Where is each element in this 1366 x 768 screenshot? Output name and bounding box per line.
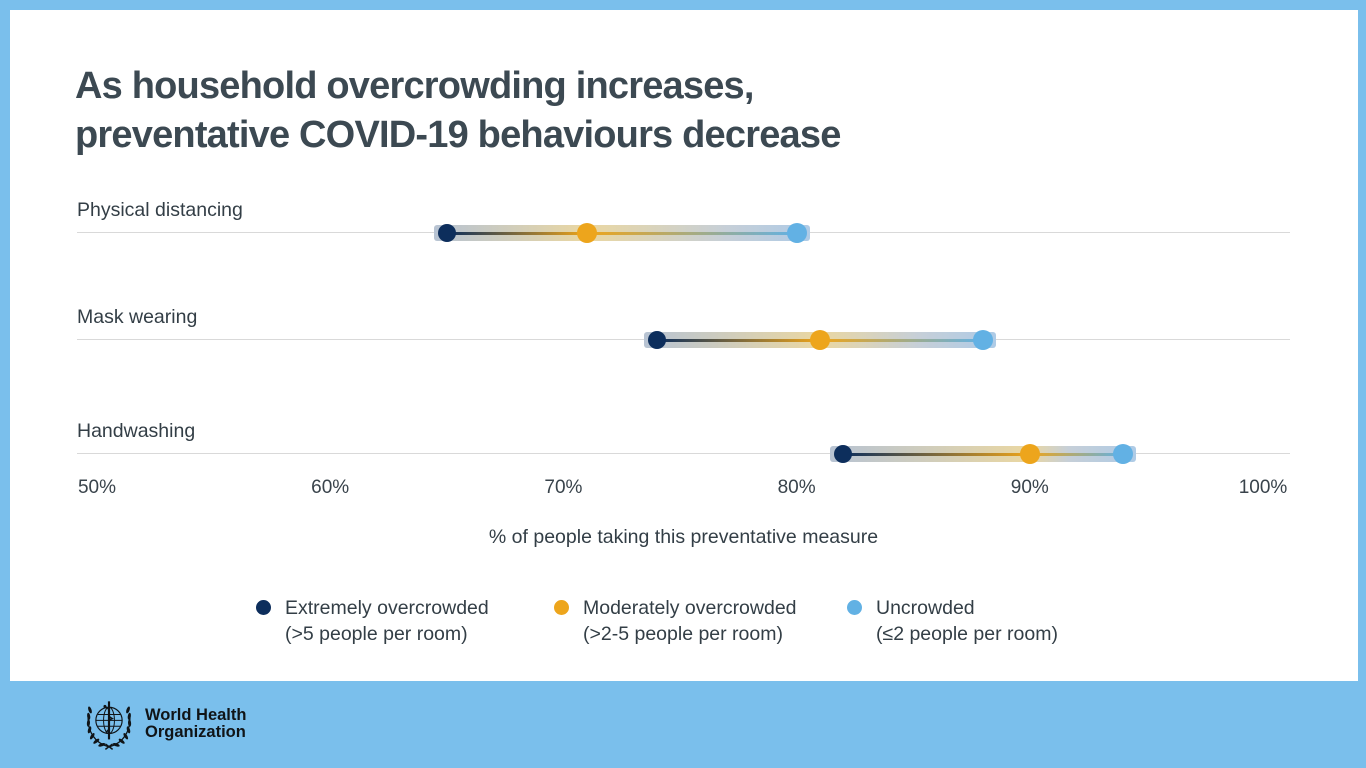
who-wordmark-line1: World Health	[145, 705, 247, 724]
legend-label-line1: Uncrowded	[876, 597, 975, 619]
row-axis-line	[77, 453, 1290, 454]
who-wordmark-line2: Organization	[145, 723, 246, 741]
dot-uncrowded	[786, 223, 807, 243]
x-tick-label: 80%	[777, 477, 816, 498]
chart-title-line2: preventative COVID-19 behaviours decreas…	[75, 114, 841, 156]
x-axis-label: % of people taking this preventative mea…	[488, 526, 879, 548]
legend-item: Moderately overcrowded (>2-5 people per r…	[554, 595, 797, 647]
x-tick-label: 50%	[77, 477, 117, 498]
dot-extremely-overcrowded	[437, 224, 456, 242]
dot-moderately-overcrowded	[1019, 444, 1040, 464]
legend-label-line2: (>5 people per room)	[285, 623, 468, 645]
legend-dot-icon	[847, 600, 862, 615]
who-emblem-icon	[86, 701, 132, 750]
dot-uncrowded	[1113, 444, 1134, 464]
legend-label-line1: Moderately overcrowded	[583, 597, 797, 619]
chart-card: As household overcrowding increases, prev…	[10, 10, 1358, 681]
dot-uncrowded	[973, 330, 994, 350]
legend-dot-icon	[554, 600, 569, 615]
row-label: Physical distancing	[77, 199, 243, 221]
dot-moderately-overcrowded	[809, 330, 830, 350]
x-tick-label: 100%	[1238, 477, 1288, 498]
who-wordmark: World Health Organization	[145, 705, 247, 742]
legend-dot-icon	[256, 600, 271, 615]
legend-label-line1: Extremely overcrowded	[285, 597, 489, 619]
dot-extremely-overcrowded	[834, 445, 853, 463]
legend-label: Extremely overcrowded (>5 people per room…	[285, 595, 489, 647]
row-label: Mask wearing	[77, 306, 198, 328]
x-tick-label: 70%	[544, 477, 583, 498]
chart-title-line1: As household overcrowding increases,	[75, 65, 754, 107]
legend-label-line2: (>2-5 people per room)	[583, 623, 783, 645]
who-logo: World Health Organization	[80, 695, 246, 753]
connector-line	[446, 231, 797, 235]
connector-line	[843, 452, 1124, 456]
x-tick-label: 90%	[1010, 477, 1049, 498]
dot-moderately-overcrowded	[576, 223, 597, 243]
footer-band: World Health Organization	[0, 681, 1366, 768]
x-tick-label: 60%	[311, 477, 350, 498]
legend-item: Uncrowded (≤2 people per room)	[847, 595, 1058, 647]
row-label: Handwashing	[77, 420, 196, 442]
legend-item: Extremely overcrowded (>5 people per room…	[256, 595, 489, 647]
dot-extremely-overcrowded	[647, 331, 666, 349]
legend-label-line2: (≤2 people per room)	[876, 623, 1058, 645]
legend-label: Moderately overcrowded (>2-5 people per r…	[583, 595, 797, 647]
chart-title: As household overcrowding increases, prev…	[75, 62, 841, 160]
legend-label: Uncrowded (≤2 people per room)	[876, 595, 1058, 647]
